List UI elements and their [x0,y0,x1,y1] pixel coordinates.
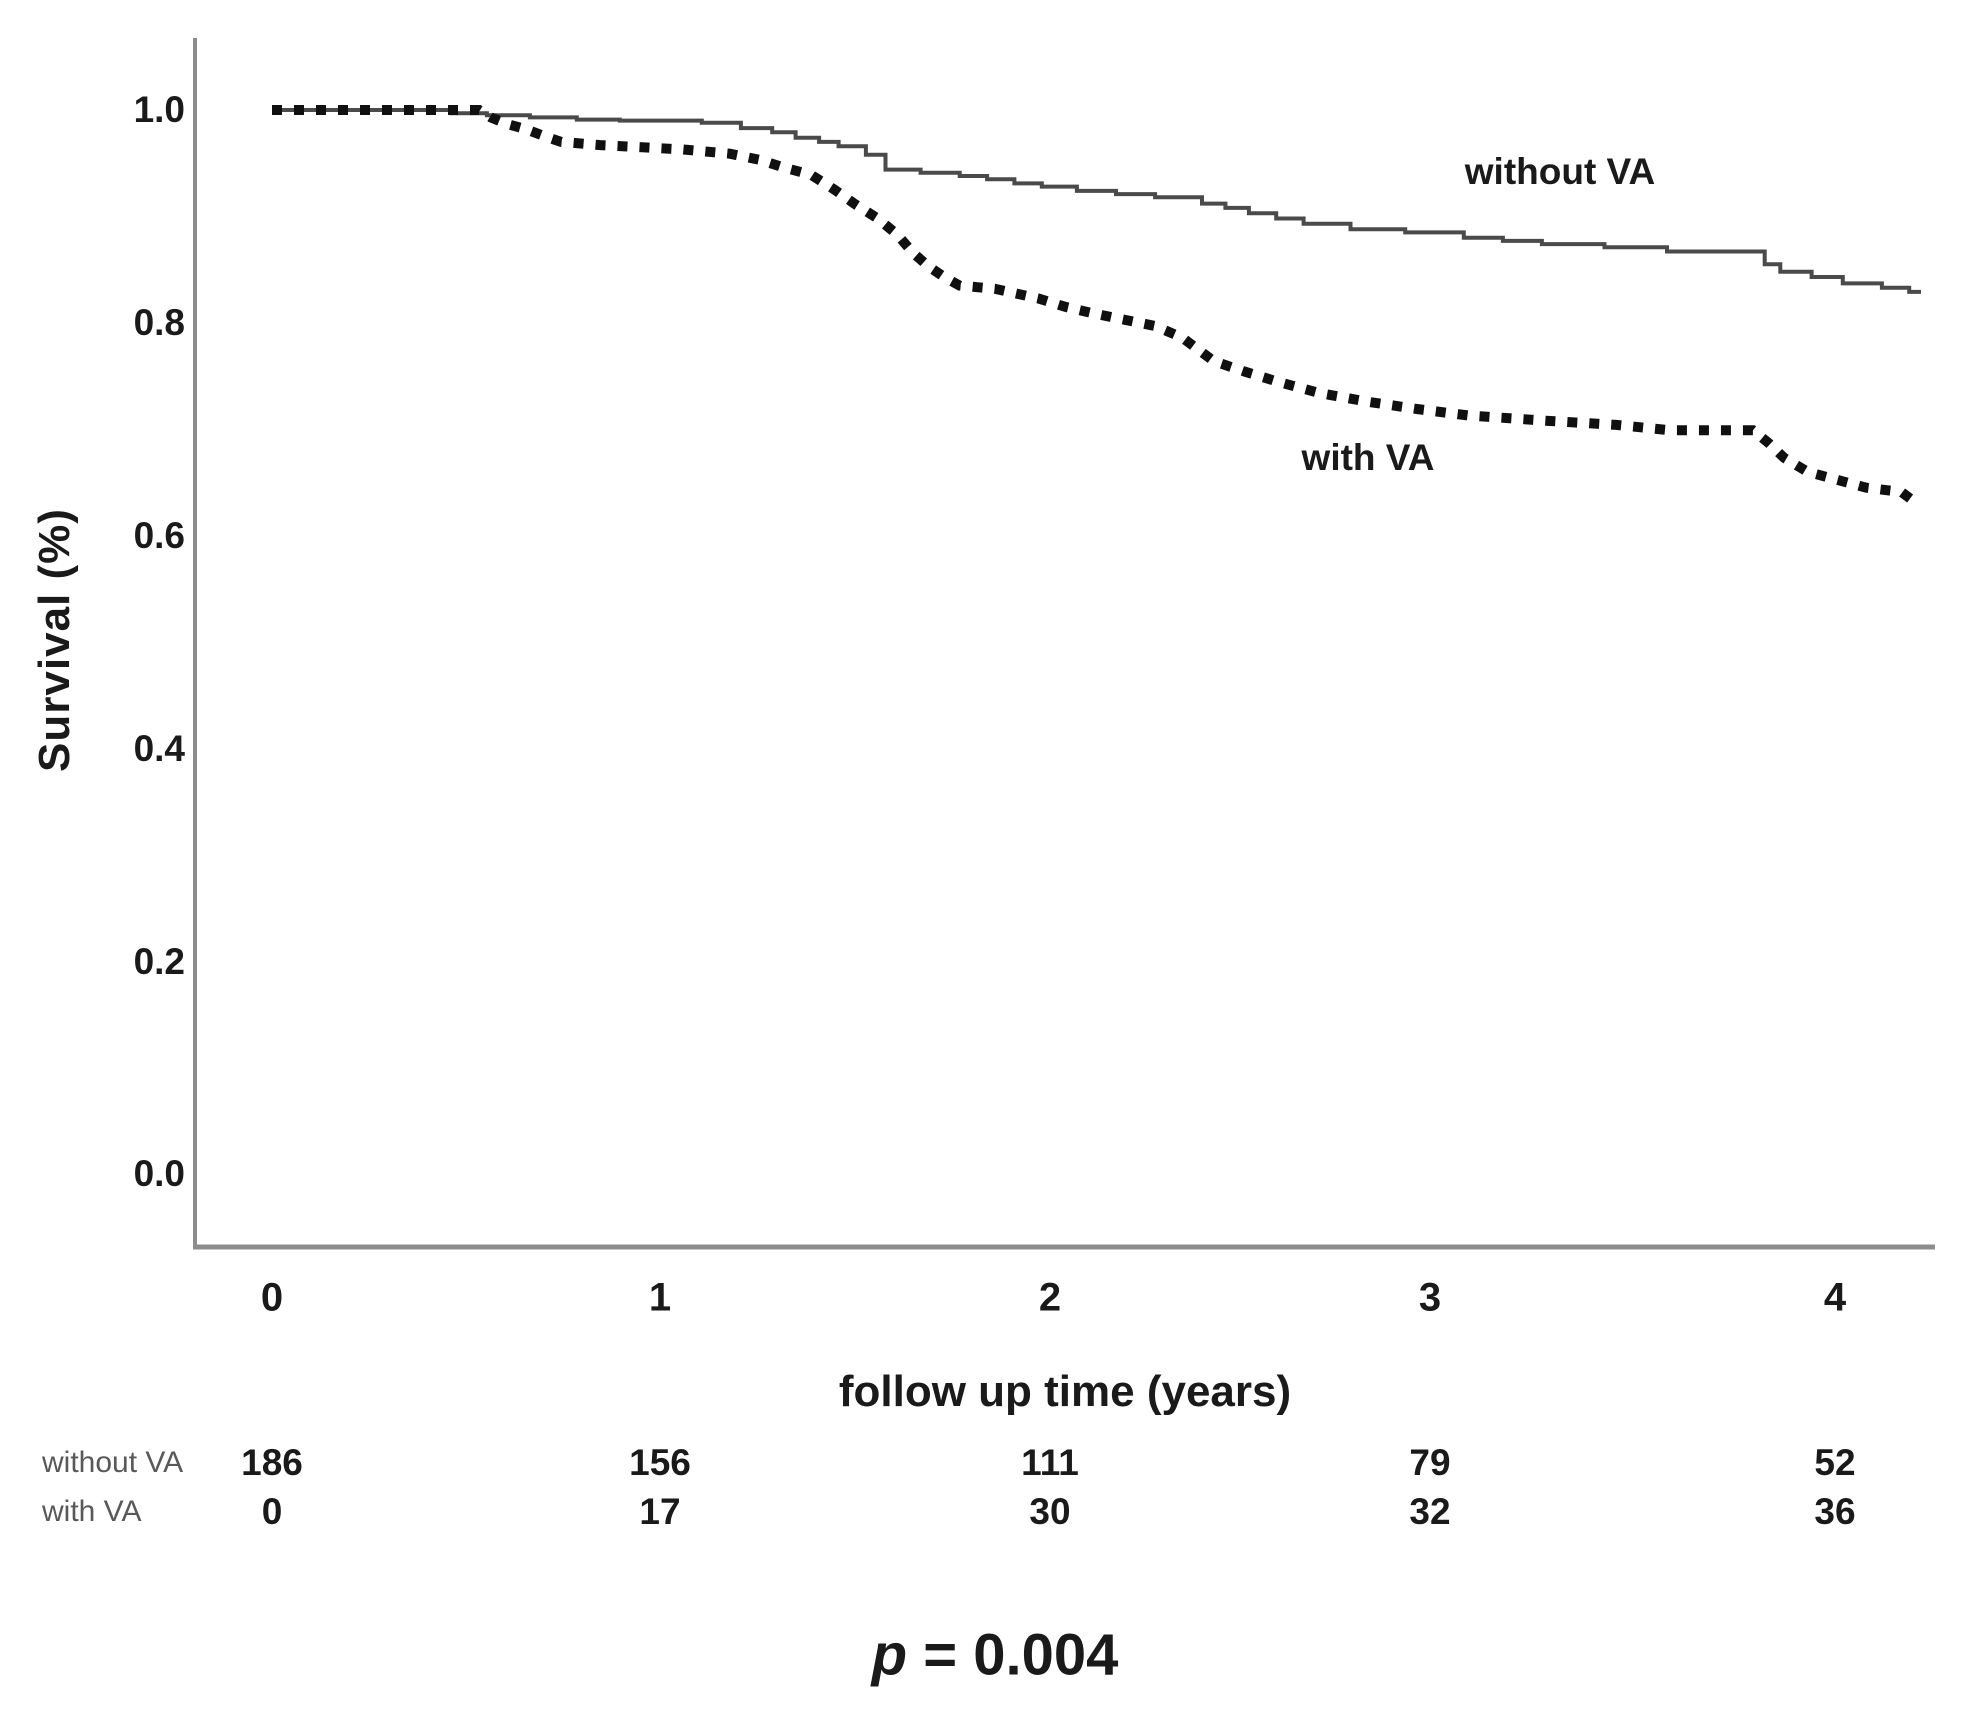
risk-count: 17 [639,1491,681,1532]
x-tick-0: 0 [260,1275,284,1320]
risk-row-label-with-va: with VA [42,1495,142,1528]
y-tick-1.0: 1.0 [133,89,185,130]
risk-count: 156 [629,1442,691,1483]
curve-label-with-va: with VA [1301,437,1435,478]
risk-count: 111 [1021,1442,1079,1483]
y-tick-0.8: 0.8 [133,302,185,343]
x-tick-3: 3 [1418,1275,1442,1320]
x-tick-2: 2 [1038,1275,1062,1320]
risk-count: 52 [1814,1442,1856,1483]
risk-row-label-without-va: without VA [42,1446,184,1479]
y-tick-0.0: 0.0 [133,1153,185,1194]
y-tick-0.2: 0.2 [133,941,185,982]
x-tick-1: 1 [648,1275,672,1320]
risk-count: 79 [1409,1442,1451,1483]
risk-count: 32 [1409,1491,1451,1532]
risk-count: 0 [261,1491,283,1532]
risk-count: 186 [241,1442,303,1483]
x-tick-4: 4 [1823,1275,1847,1320]
curve-without-va [272,108,1921,294]
curve-label-without-va: without VA [1464,151,1656,192]
x-axis-title: follow up time (years) [838,1367,1292,1416]
y-tick-0.6: 0.6 [133,515,185,556]
risk-count: 36 [1814,1491,1856,1532]
y-tick-0.4: 0.4 [133,728,185,769]
p-symbol: p [871,1622,908,1688]
curve-with-va [272,105,1921,508]
p-value-text: = 0.004 [907,1622,1119,1688]
p-value-annotation: p = 0.004 [872,1622,1119,1689]
risk-count: 30 [1029,1491,1071,1532]
